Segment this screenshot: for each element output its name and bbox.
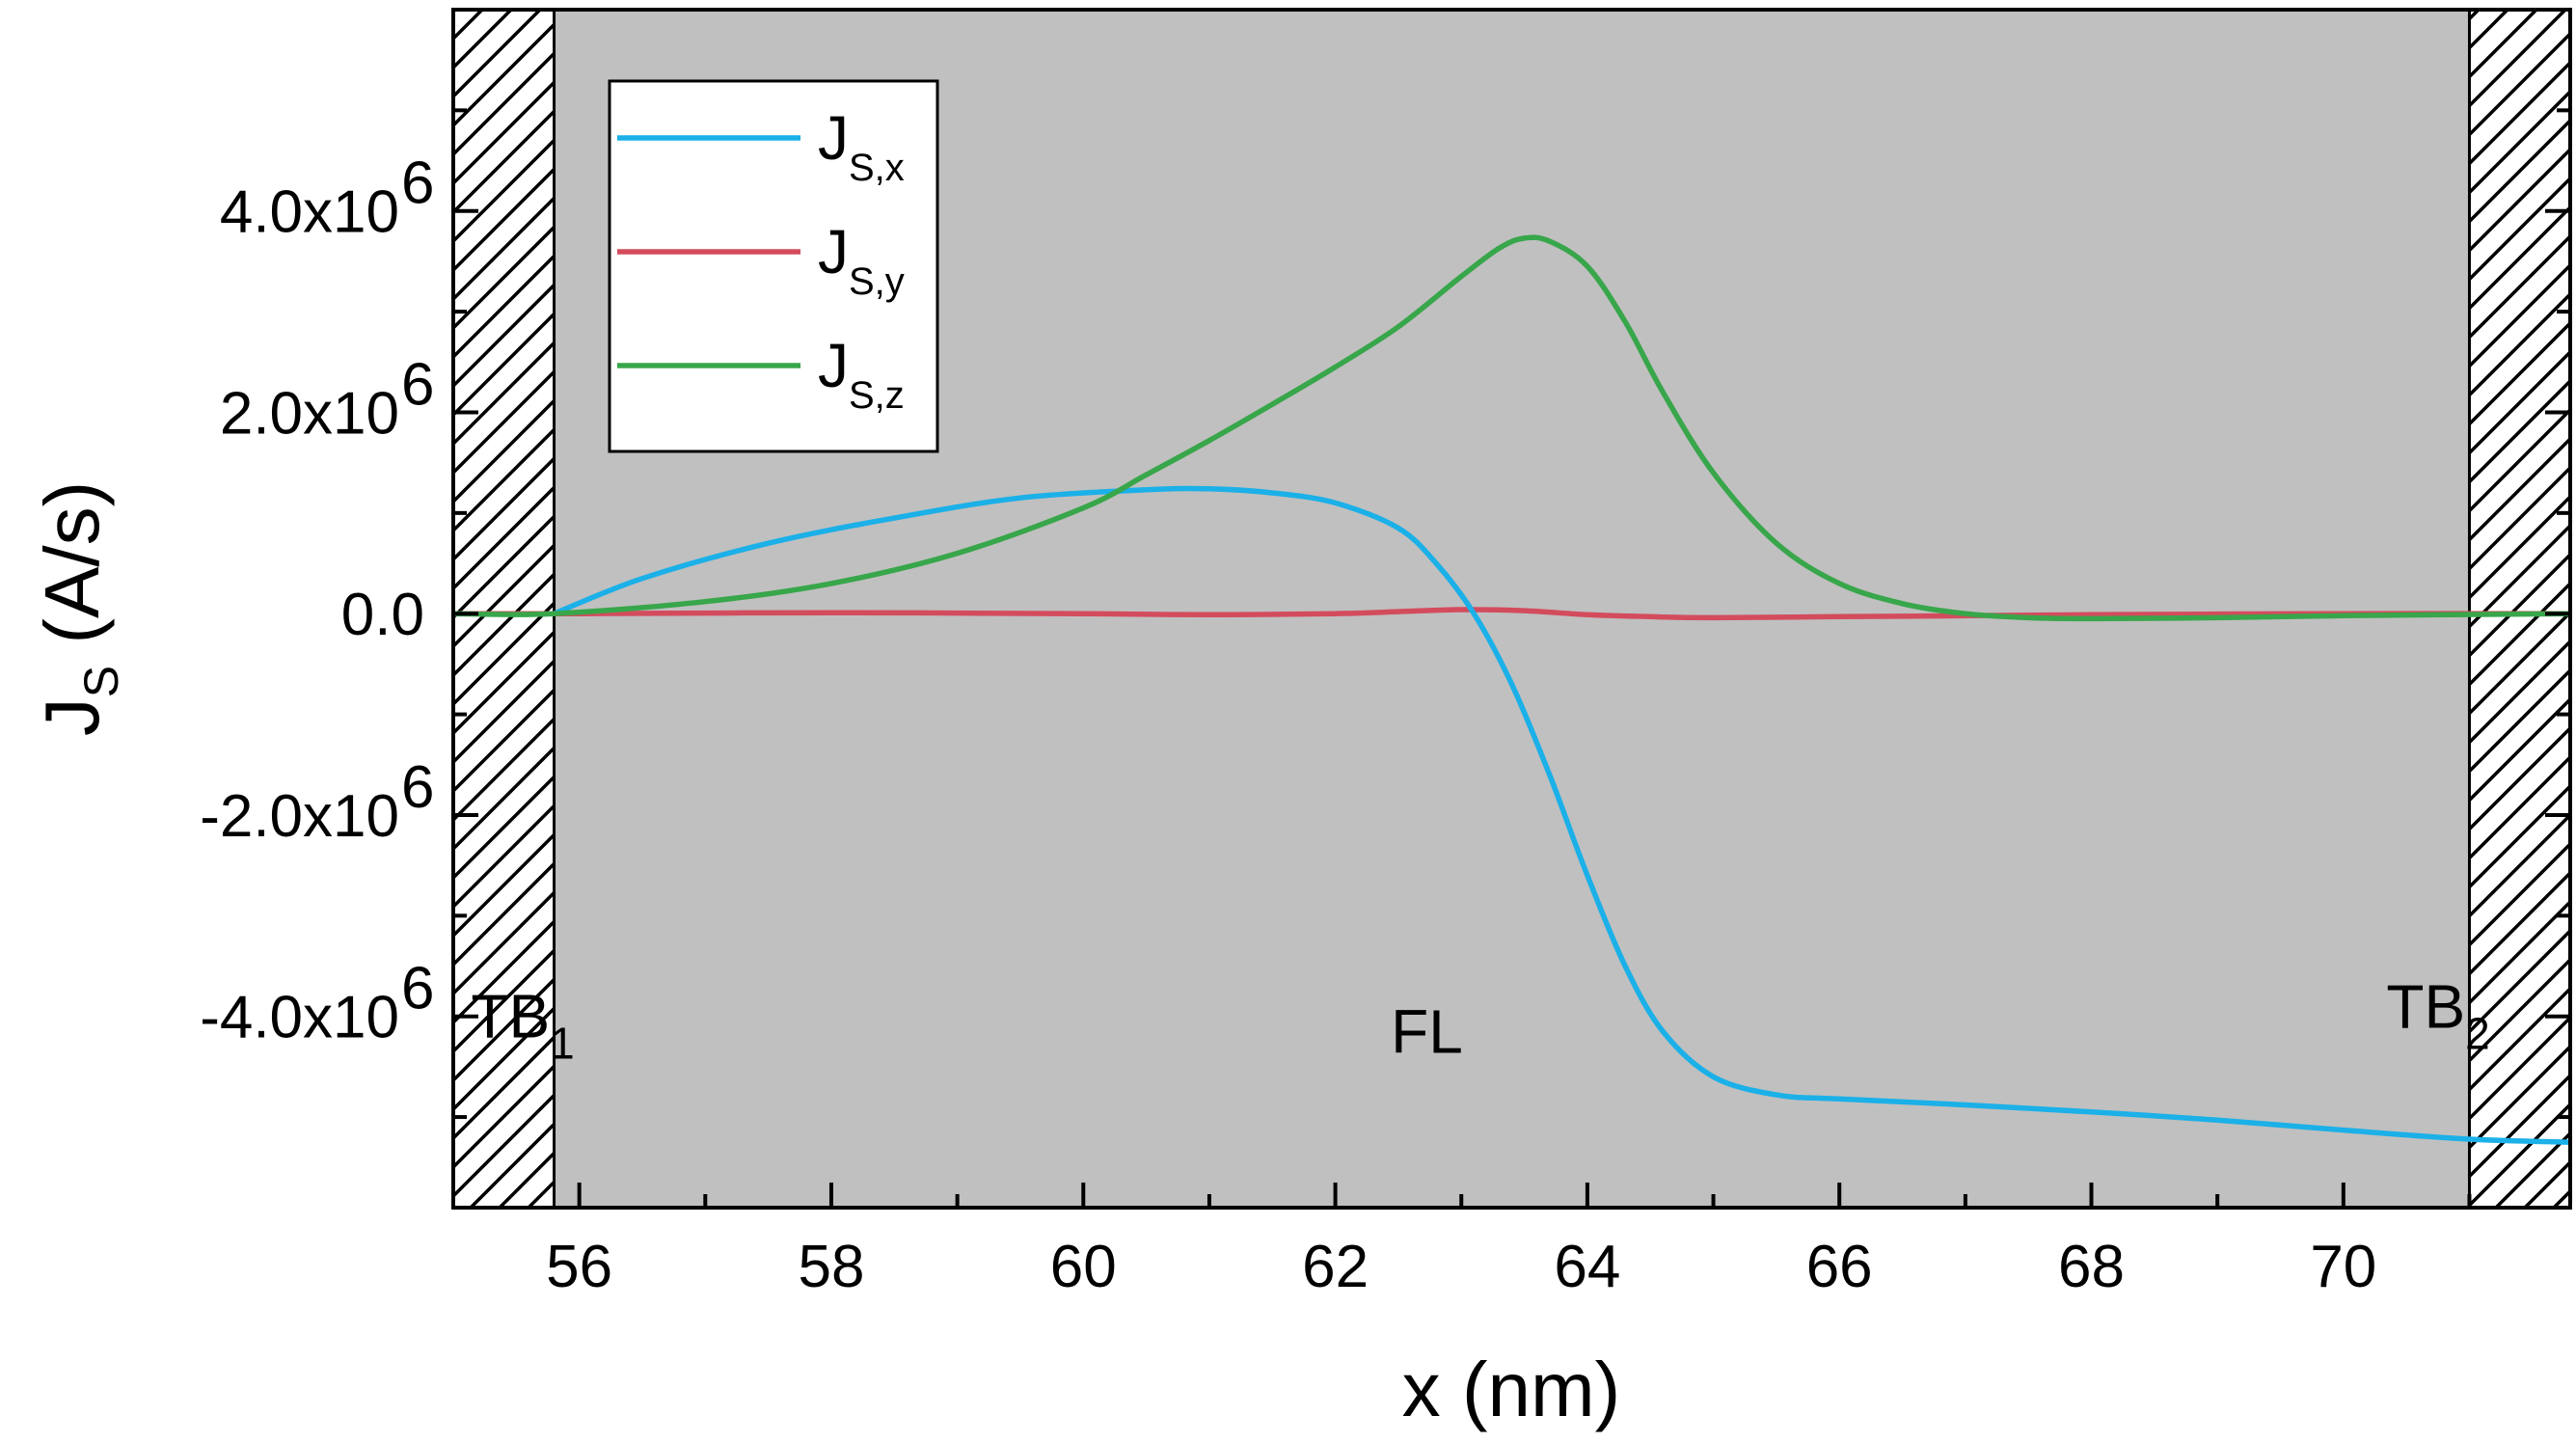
legend-label-s-x: JS,x [818, 103, 905, 189]
x-axis-title: x (nm) [1402, 1347, 1621, 1432]
x-tick-label: 58 [798, 1234, 864, 1300]
y-axis-title: JS (A/s) [29, 481, 128, 736]
y-tick-label: 2.0x10 [220, 380, 399, 447]
y-tick-labels: -4.0x10 6-2.0x10 60.02.0x10 64.0x10 6 [200, 150, 434, 1051]
series-line-s-x [553, 485, 2570, 1145]
x-tick-label: 56 [546, 1234, 612, 1300]
plot-frame [451, 8, 2572, 1210]
y-tick-exponent: 6 [401, 150, 434, 217]
y-axis-title-main: J [29, 697, 115, 736]
y-tick-exponent: 6 [401, 754, 434, 821]
annotations: TB1 FL TB2 [471, 971, 2489, 1068]
series-line-s-y [453, 607, 2570, 621]
x-tick-label: 70 [2310, 1234, 2376, 1300]
series-line-s-z [453, 234, 2570, 622]
annotation-tb2: TB2 [2386, 971, 2489, 1058]
legend-label-s-y: JS,y [818, 217, 905, 303]
y-tick-exponent: 6 [401, 956, 434, 1022]
legend: JS,x JS,y JS,z [608, 79, 939, 453]
y-tick-exponent: 6 [401, 351, 434, 418]
x-tick-label: 66 [1806, 1234, 1873, 1300]
x-tick-label: 64 [1554, 1234, 1620, 1300]
x-tick-labels: 56 58 60 62 64 66 68 70 [546, 1234, 2376, 1300]
x-tick-label: 62 [1302, 1234, 1369, 1300]
legend-label-s-z: JS,z [818, 331, 905, 417]
y-axis-title-sub: S [74, 666, 128, 697]
y-tick-label: 0.0 [341, 582, 424, 648]
svg-text:JS (A/s): JS (A/s) [29, 481, 128, 736]
y-axis-title-unit: (A/s) [29, 481, 115, 666]
annotation-fl: FL [1391, 996, 1463, 1066]
legend-box [608, 79, 939, 453]
y-tick-label: -2.0x10 [200, 783, 399, 850]
x-tick-label: 60 [1050, 1234, 1117, 1300]
axis-ticks [451, 108, 2570, 1208]
annotation-tb1: TB1 [471, 982, 574, 1069]
x-tick-label: 68 [2058, 1234, 2125, 1300]
series-group [453, 234, 2570, 1145]
y-tick-label: -4.0x10 [200, 985, 399, 1051]
y-tick-label: 4.0x10 [220, 179, 399, 246]
